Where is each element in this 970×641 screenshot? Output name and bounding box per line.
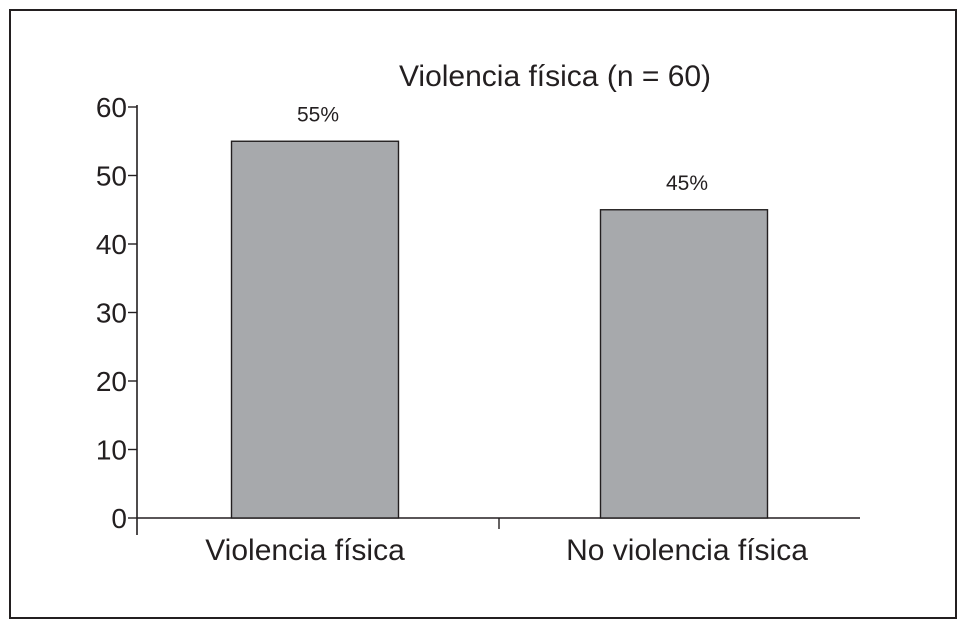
bar [599,209,769,519]
y-tick-label: 40 [96,229,127,260]
category-label: Violencia física [205,534,405,567]
category-label: No violencia física [566,534,808,567]
y-tick-label: 10 [96,435,127,466]
y-tick-label: 20 [96,366,127,397]
y-tick-label: 0 [111,503,127,534]
y-tick-label: 60 [96,92,127,123]
y-tick-label: 30 [96,298,127,329]
bar [230,140,400,519]
chart-bars [230,140,769,519]
chart-title: Violencia física (n = 60) [399,60,711,93]
data-label: 55% [297,103,339,126]
y-tick-label: 50 [96,161,127,192]
chart-labels: 0 10 20 30 40 50 60 55% Violencia física 45% No vi… [96,92,808,567]
data-label: 45% [666,172,708,195]
